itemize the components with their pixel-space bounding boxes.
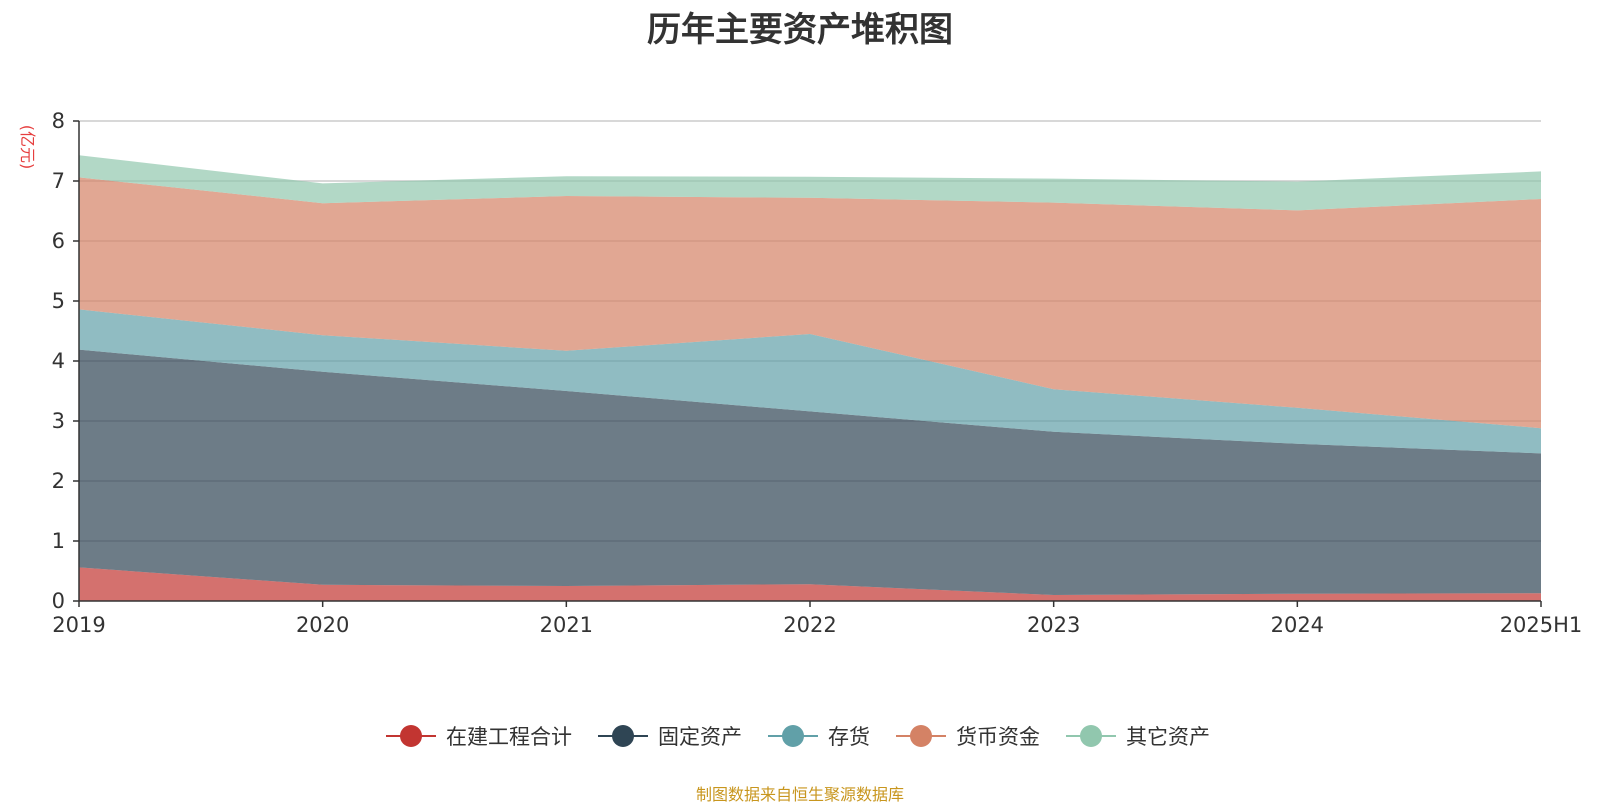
axes: 0 1 2 3 4 5 6 7 8 2019 2020 2021 2022 2023 2024 2025H1 bbox=[52, 109, 1583, 637]
legend-item-固定资产[interactable]: 固定资产 bbox=[598, 725, 742, 749]
legend-item-在建工程合计[interactable]: 在建工程合计 bbox=[386, 725, 572, 749]
y-tick-label: 2 bbox=[52, 469, 65, 493]
x-tick-label: 2025H1 bbox=[1500, 613, 1583, 637]
y-tick-label: 4 bbox=[52, 349, 65, 373]
legend-item-存货[interactable]: 存货 bbox=[768, 725, 870, 749]
legend-marker bbox=[400, 725, 422, 747]
y-tick-label: 8 bbox=[52, 109, 65, 133]
legend-item-其它资产[interactable]: 其它资产 bbox=[1066, 725, 1210, 749]
area-series bbox=[79, 155, 1541, 601]
legend-label: 货币资金 bbox=[956, 725, 1040, 749]
legend-label: 在建工程合计 bbox=[446, 725, 572, 749]
legend-marker bbox=[782, 725, 804, 747]
x-tick-label: 2024 bbox=[1271, 613, 1324, 637]
y-tick-label: 1 bbox=[52, 529, 65, 553]
area-存货 bbox=[79, 309, 1541, 454]
area-其它资产 bbox=[79, 155, 1541, 211]
y-tick-label: 6 bbox=[52, 229, 65, 253]
x-tick-label: 2019 bbox=[52, 613, 105, 637]
legend-marker bbox=[910, 725, 932, 747]
legend-label: 存货 bbox=[828, 725, 870, 749]
legend-marker bbox=[612, 725, 634, 747]
y-axis-unit-label: (亿元) bbox=[18, 125, 37, 170]
legend-item-货币资金[interactable]: 货币资金 bbox=[896, 725, 1040, 749]
x-tick-label: 2020 bbox=[296, 613, 349, 637]
legend[interactable]: 在建工程合计 固定资产 存货 货币资金 其它资产 bbox=[386, 725, 1210, 749]
y-tick-label: 0 bbox=[52, 589, 65, 613]
y-tick-label: 5 bbox=[52, 289, 65, 313]
area-固定资产 bbox=[79, 349, 1541, 595]
legend-marker bbox=[1080, 725, 1102, 747]
area-货币资金 bbox=[79, 177, 1541, 429]
x-tick-label: 2023 bbox=[1027, 613, 1080, 637]
chart-title: 历年主要资产堆积图 bbox=[647, 10, 953, 50]
legend-label: 其它资产 bbox=[1126, 725, 1210, 749]
x-tick-label: 2022 bbox=[783, 613, 836, 637]
legend-label: 固定资产 bbox=[658, 725, 742, 749]
y-tick-label: 7 bbox=[52, 169, 65, 193]
x-tick-label: 2021 bbox=[540, 613, 593, 637]
source-note: 制图数据来自恒生聚源数据库 bbox=[695, 785, 904, 804]
y-tick-label: 3 bbox=[52, 409, 65, 433]
